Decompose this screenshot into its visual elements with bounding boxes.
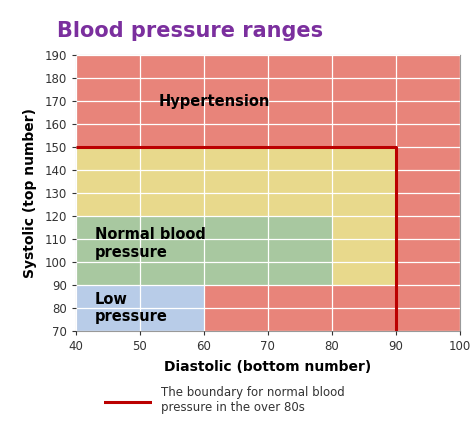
Text: Normal blood
pressure: Normal blood pressure	[95, 227, 206, 259]
Y-axis label: Systolic (top number): Systolic (top number)	[24, 108, 37, 278]
Bar	[76, 285, 204, 331]
X-axis label: Diastolic (bottom number): Diastolic (bottom number)	[164, 360, 372, 374]
Bar	[76, 216, 332, 285]
Bar	[76, 147, 396, 285]
Text: Blood pressure ranges: Blood pressure ranges	[57, 21, 323, 41]
Text: The boundary for normal blood
pressure in the over 80s: The boundary for normal blood pressure i…	[161, 386, 345, 414]
Text: Low
pressure: Low pressure	[95, 292, 168, 324]
Text: Hypertension: Hypertension	[159, 94, 270, 109]
